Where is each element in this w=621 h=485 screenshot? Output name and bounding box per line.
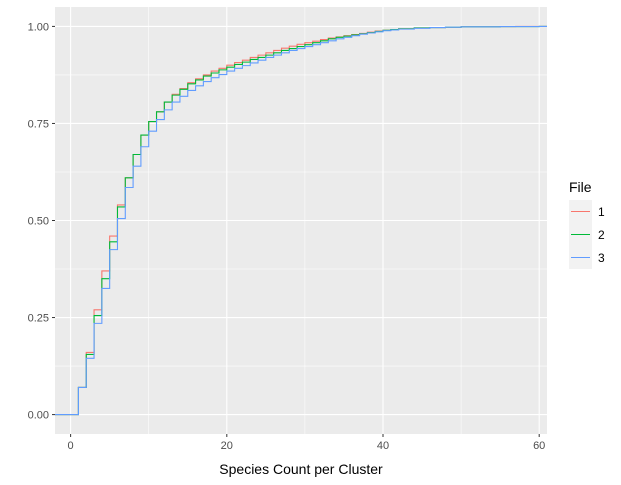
- legend-items: 1 2 3: [569, 200, 605, 269]
- x-tick-label: 60: [533, 440, 545, 452]
- series-line-3: [55, 25, 547, 416]
- x-axis-title: Species Count per Cluster: [219, 461, 383, 477]
- major-gridlines: [55, 7, 547, 434]
- legend-label: 1: [598, 205, 605, 219]
- y-tick-label: 0.75: [28, 118, 49, 130]
- x-tick-label: 0: [68, 440, 74, 452]
- y-tick-label: 0.25: [28, 313, 49, 325]
- x-tick-label: 20: [221, 440, 233, 452]
- y-tick-label: 1.00: [28, 21, 49, 33]
- x-axis: 0 20 40 60: [68, 434, 545, 452]
- y-tick-label: 0.00: [28, 410, 49, 422]
- series-lines: [55, 25, 547, 416]
- legend: File 1 2 3: [569, 179, 605, 269]
- y-axis: 0.00 0.25 0.50 0.75 1.00: [28, 21, 55, 422]
- legend-label: 2: [598, 228, 605, 242]
- y-tick-label: 0.50: [28, 216, 49, 228]
- x-tick-label: 40: [377, 440, 389, 452]
- legend-title: File: [569, 179, 592, 195]
- legend-label: 3: [598, 251, 605, 265]
